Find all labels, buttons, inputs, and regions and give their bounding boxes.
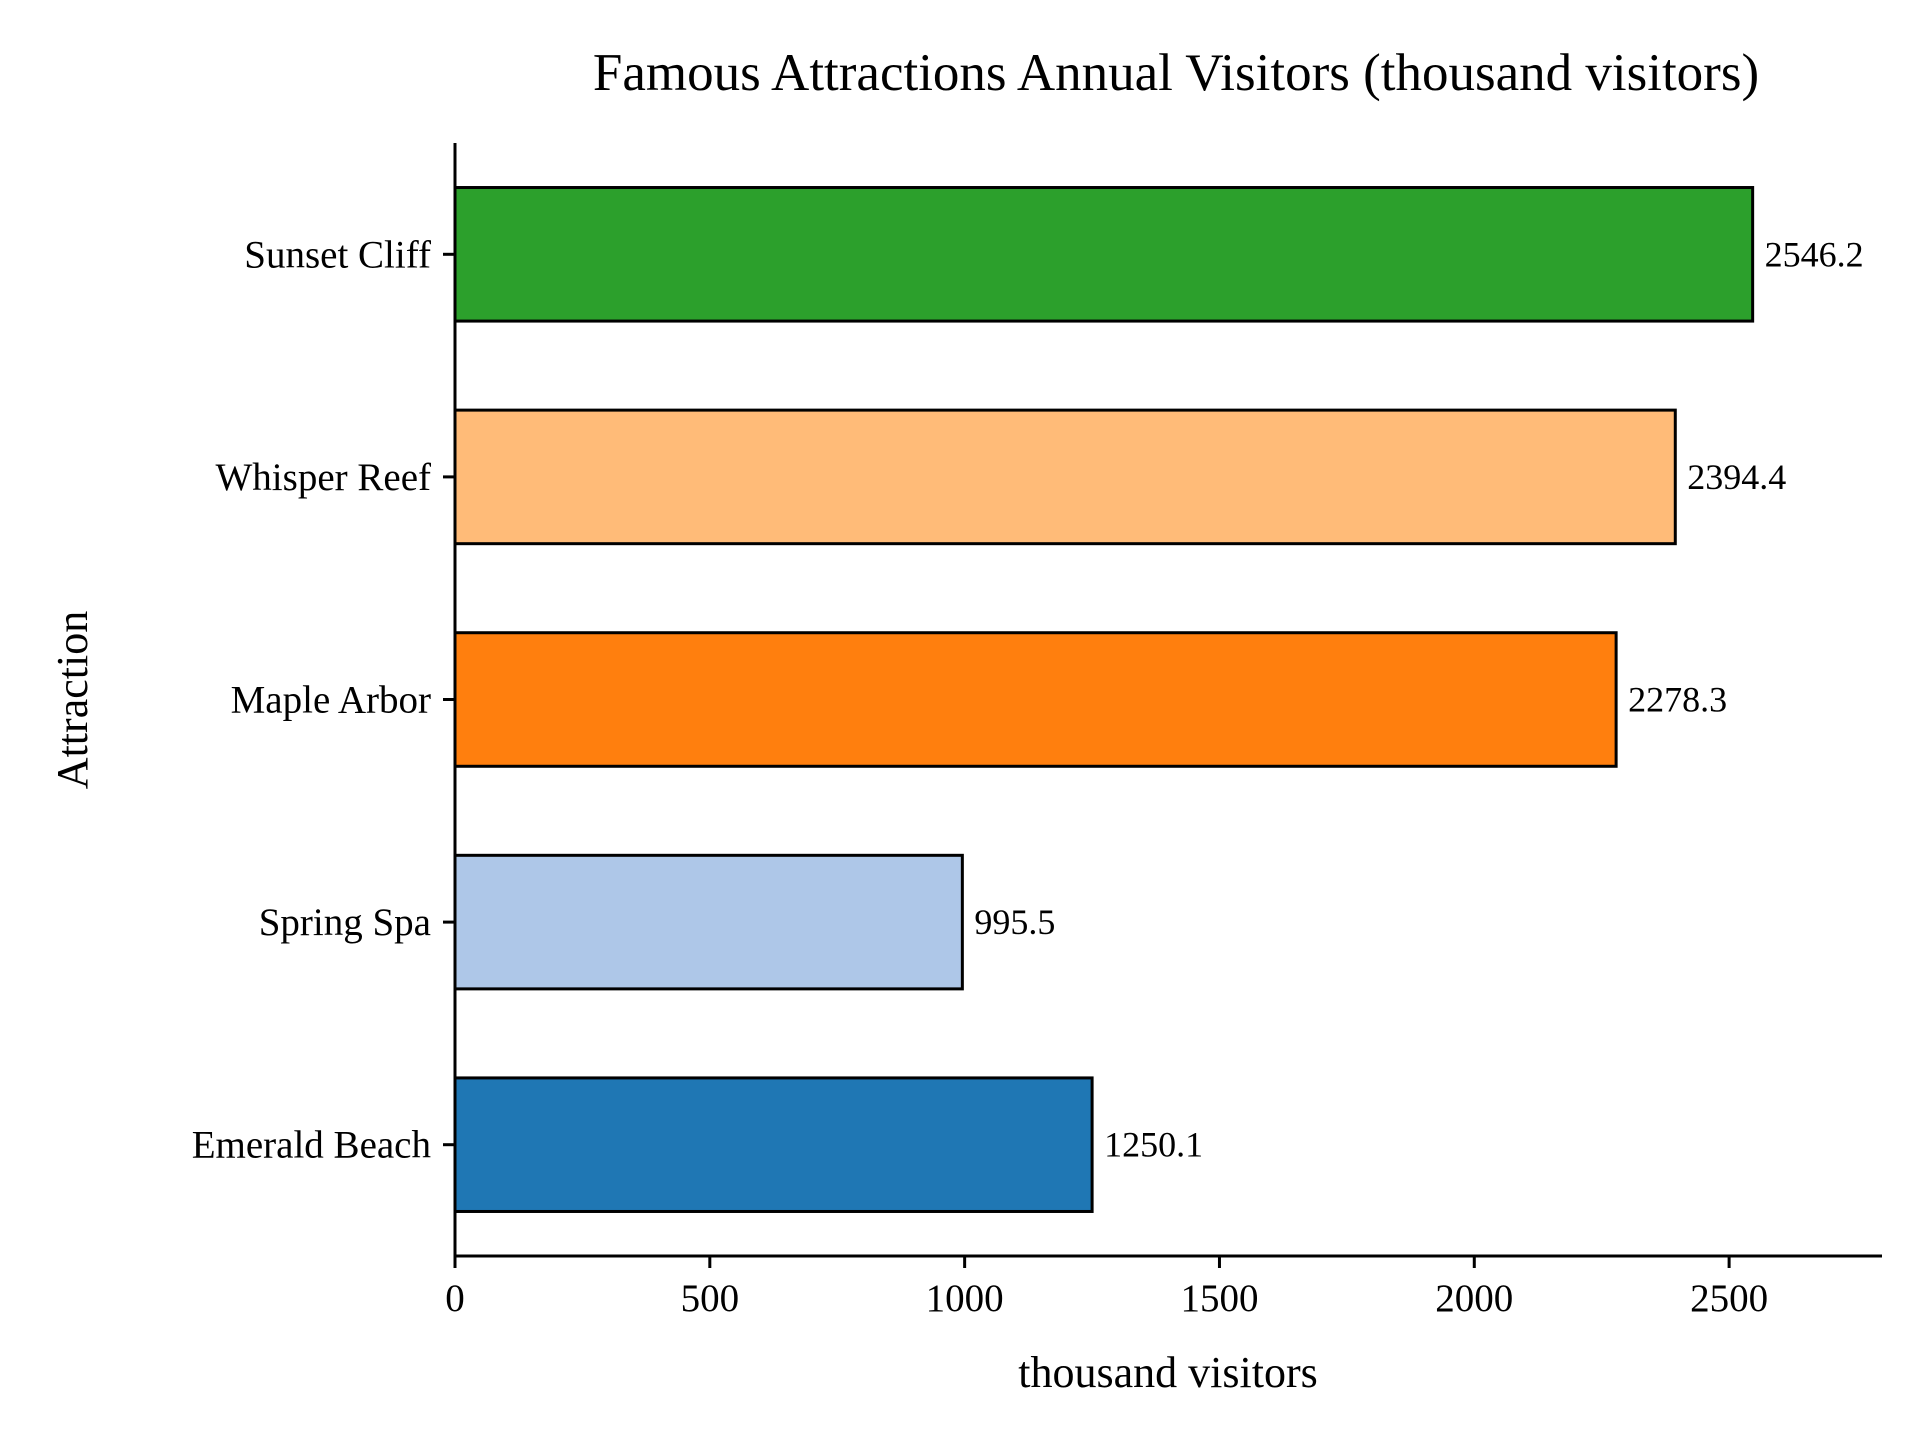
y-tick-label-emerald-beach: Emerald Beach bbox=[192, 1124, 431, 1167]
value-label-maple-arbor: 2278.3 bbox=[1628, 680, 1727, 720]
x-axis: 0 500 1000 1500 2000 2500 bbox=[445, 1254, 1882, 1320]
x-axis-label: thousand visitors bbox=[1018, 1348, 1317, 1397]
y-axis: Emerald Beach Spring Spa Maple Arbor Whispe… bbox=[192, 143, 457, 1256]
value-label-sunset-cliff: 2546.2 bbox=[1765, 234, 1864, 274]
y-tick-label-whisper-reef: Whisper Reef bbox=[216, 456, 432, 499]
value-label-emerald-beach: 1250.1 bbox=[1104, 1125, 1203, 1165]
value-labels-layer: 1250.1 995.5 2278.3 2394.4 2546.2 bbox=[974, 234, 1863, 1164]
value-label-spring-spa: 995.5 bbox=[974, 902, 1055, 942]
y-tick-label-sunset-cliff: Sunset Cliff bbox=[244, 233, 431, 276]
bars-layer bbox=[453, 186, 1755, 1213]
bar-emerald-beach bbox=[453, 1076, 1094, 1213]
y-axis-label: Attraction bbox=[48, 611, 97, 789]
bar-maple-arbor bbox=[453, 631, 1618, 768]
y-tick-label-spring-spa: Spring Spa bbox=[259, 901, 431, 944]
chart-title: Famous Attractions Annual Visitors (thou… bbox=[593, 44, 1759, 102]
x-tick-label-2000: 2000 bbox=[1435, 1277, 1513, 1320]
bar-whisper-reef bbox=[453, 408, 1677, 546]
x-tick-label-1000: 1000 bbox=[926, 1277, 1004, 1320]
x-tick-label-1500: 1500 bbox=[1180, 1277, 1258, 1320]
y-tick-label-maple-arbor: Maple Arbor bbox=[231, 679, 431, 722]
y-ticks: Emerald Beach Spring Spa Maple Arbor Whispe… bbox=[192, 233, 455, 1167]
bar-sunset-cliff bbox=[453, 186, 1755, 323]
value-label-whisper-reef: 2394.4 bbox=[1687, 457, 1786, 497]
x-tick-label-2500: 2500 bbox=[1690, 1277, 1768, 1320]
x-tick-label-0: 0 bbox=[445, 1277, 465, 1320]
bar-spring-spa bbox=[453, 853, 964, 991]
x-ticks: 0 500 1000 1500 2000 2500 bbox=[445, 1256, 1768, 1320]
x-tick-label-500: 500 bbox=[681, 1277, 740, 1320]
